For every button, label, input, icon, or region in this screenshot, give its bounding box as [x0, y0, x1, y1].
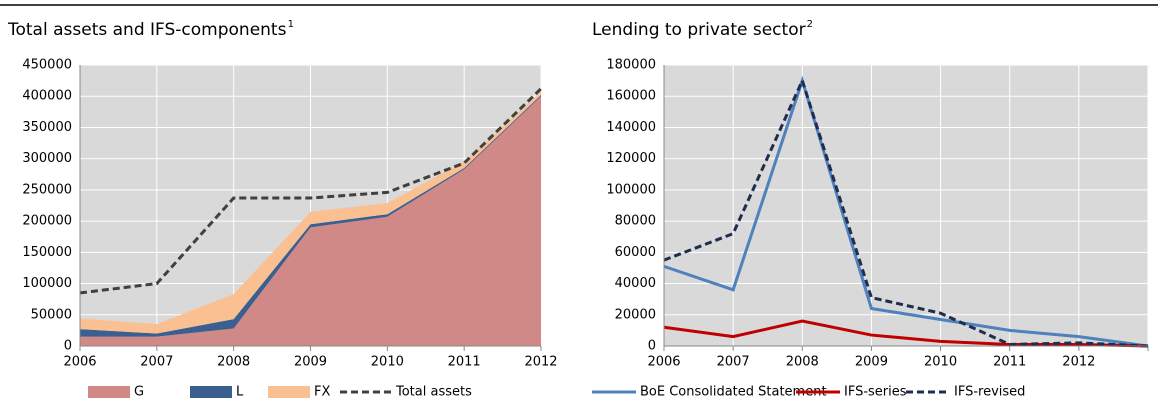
y-tick-label: 400000	[22, 89, 72, 104]
chart-title: Lending to private sector	[592, 20, 806, 40]
x-tick-label: 2012	[524, 355, 557, 370]
y-tick-label: 120000	[606, 151, 656, 166]
x-tick-label: 2012	[1062, 355, 1095, 370]
x-tick-label: 2009	[855, 355, 888, 370]
y-tick-label: 0	[648, 339, 656, 354]
x-tick-label: 2010	[371, 355, 404, 370]
line	[79, 87, 543, 295]
line	[663, 75, 1149, 348]
y-tick-label: 150000	[22, 245, 72, 260]
legend-label: L	[236, 385, 244, 400]
y-tick-label: 250000	[22, 182, 72, 197]
y-tick-label: 140000	[606, 120, 656, 135]
plot-area	[664, 65, 1148, 346]
y-tick-label: 20000	[615, 307, 656, 322]
x-tick-label: 2007	[140, 355, 173, 370]
area	[80, 91, 541, 334]
area	[80, 96, 541, 346]
x-tick-label: 2008	[217, 355, 250, 370]
y-tick-label: 50000	[31, 307, 72, 322]
x-tick-label: 2007	[717, 355, 750, 370]
x-tick-label: 2010	[924, 355, 957, 370]
x-tick-label: 2006	[63, 355, 96, 370]
legend-label: IFS-revised	[954, 385, 1025, 400]
legend-swatch	[190, 386, 232, 398]
legend-label: FX	[314, 385, 330, 400]
y-tick-label: 100000	[606, 182, 656, 197]
y-tick-label: 60000	[615, 245, 656, 260]
x-tick-label: 2008	[786, 355, 819, 370]
legend-label: BoE Consolidated Statement	[640, 385, 827, 400]
x-tick-label: 2006	[647, 355, 680, 370]
y-tick-label: 180000	[606, 58, 656, 73]
chart-title: Total assets and IFS-components	[7, 20, 287, 40]
y-tick-label: 450000	[22, 58, 72, 73]
legend-swatch	[88, 386, 130, 398]
y-tick-label: 300000	[22, 151, 72, 166]
line	[663, 76, 1149, 348]
legend-label: IFS-series	[844, 385, 907, 400]
title-note: 1	[288, 19, 294, 30]
legend-swatch	[268, 386, 310, 398]
y-tick-label: 350000	[22, 120, 72, 135]
x-tick-label: 2011	[448, 355, 481, 370]
title-note: 2	[807, 19, 813, 30]
x-tick-label: 2009	[294, 355, 327, 370]
y-tick-label: 100000	[22, 276, 72, 291]
y-tick-label: 160000	[606, 89, 656, 104]
legend-label: G	[134, 385, 144, 400]
y-tick-label: 40000	[615, 276, 656, 291]
legend-label: Total assets	[395, 385, 472, 400]
x-tick-label: 2011	[993, 355, 1026, 370]
y-tick-label: 200000	[22, 214, 72, 229]
y-tick-label: 80000	[615, 214, 656, 229]
y-tick-label: 0	[64, 339, 72, 354]
